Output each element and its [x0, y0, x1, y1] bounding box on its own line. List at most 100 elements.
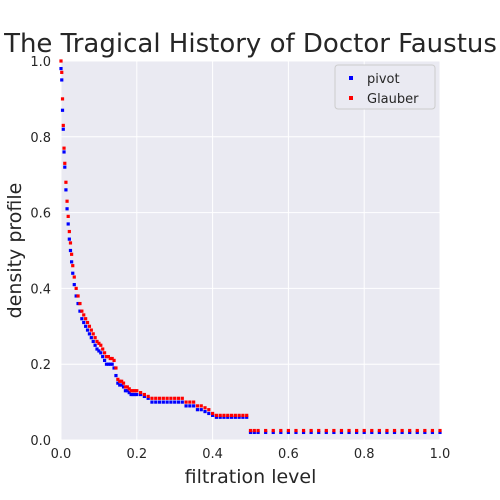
data-point: [135, 389, 139, 393]
data-point: [161, 400, 165, 404]
data-point: [99, 351, 103, 355]
data-point: [286, 428, 290, 433]
data-point: [188, 400, 192, 404]
data-point: [87, 324, 92, 328]
data-point: [112, 366, 116, 370]
data-point: [62, 146, 66, 150]
data-point: [256, 428, 260, 433]
data-point: [423, 430, 427, 435]
data-point: [59, 66, 63, 71]
data-point: [101, 347, 105, 351]
data-point: [70, 252, 74, 256]
data-point: [80, 317, 84, 321]
data-point: [106, 355, 110, 359]
data-point: [339, 428, 344, 433]
data-point: [87, 332, 92, 336]
y-tick-label: 0.6: [30, 207, 51, 222]
data-point: [184, 404, 188, 408]
data-point: [80, 309, 84, 313]
data-point: [423, 428, 427, 433]
data-point: [377, 428, 381, 433]
data-point: [61, 127, 65, 131]
y-tick-label: 0.8: [30, 131, 51, 146]
data-point: [110, 356, 114, 361]
legend-marker-pivot: [349, 76, 353, 80]
data-point: [121, 381, 126, 385]
data-point: [60, 108, 65, 112]
data-point: [184, 400, 188, 404]
data-point: [89, 336, 93, 340]
data-point: [408, 430, 412, 435]
data-point: [89, 328, 93, 332]
data-point: [430, 428, 435, 433]
data-point: [129, 389, 133, 393]
data-point: [157, 400, 162, 404]
data-point: [317, 430, 321, 435]
data-point: [97, 349, 101, 353]
data-point: [286, 430, 290, 435]
data-point: [138, 391, 143, 395]
data-point: [169, 396, 173, 400]
legend-label-glauber: Glauber: [367, 92, 419, 107]
data-point: [211, 411, 215, 416]
data-point: [114, 373, 118, 378]
data-point: [199, 408, 203, 412]
data-point: [150, 400, 154, 404]
data-point: [62, 150, 66, 154]
data-point: [226, 415, 230, 419]
data-point: [76, 294, 80, 298]
data-point: [180, 396, 184, 400]
data-point: [377, 430, 381, 435]
data-point: [218, 413, 222, 417]
data-point: [65, 207, 69, 211]
data-point: [63, 165, 67, 169]
data-point: [237, 415, 241, 419]
data-point: [188, 404, 192, 408]
data-point: [392, 428, 397, 433]
data-point: [66, 222, 70, 226]
data-point: [67, 237, 71, 241]
data-point: [116, 381, 120, 385]
y-tick-label: 1.0: [30, 55, 51, 70]
data-point: [84, 317, 88, 321]
data-point: [112, 358, 116, 363]
data-point: [218, 415, 222, 419]
data-point: [430, 430, 435, 435]
y-axis-label: density profile: [4, 183, 26, 319]
data-point: [82, 313, 86, 317]
data-point: [294, 428, 298, 433]
plot-area: [61, 61, 440, 440]
data-point: [192, 400, 196, 404]
data-point: [60, 70, 64, 74]
data-point: [309, 428, 313, 433]
data-point: [355, 428, 359, 433]
data-point: [114, 366, 118, 370]
data-point: [211, 413, 215, 417]
x-axis-label: filtration level: [185, 466, 317, 488]
data-point: [71, 271, 75, 275]
data-point: [61, 123, 65, 128]
data-point: [271, 428, 275, 433]
data-point: [78, 301, 82, 306]
data-point: [101, 355, 105, 359]
data-points: [59, 59, 442, 435]
data-point: [93, 336, 97, 340]
data-point: [72, 275, 76, 279]
data-point: [93, 343, 97, 347]
y-tick-label: 0.4: [30, 282, 51, 297]
data-point: [245, 415, 249, 419]
data-point: [324, 430, 328, 435]
data-point: [173, 400, 177, 404]
data-point: [154, 400, 158, 404]
data-point: [332, 428, 336, 433]
data-point: [91, 339, 95, 344]
data-point: [252, 430, 256, 435]
data-point: [207, 411, 211, 416]
data-point: [66, 214, 70, 218]
data-point: [332, 430, 336, 435]
data-point: [317, 428, 321, 433]
data-point: [95, 339, 99, 344]
data-point: [59, 59, 63, 63]
data-point: [67, 229, 71, 234]
